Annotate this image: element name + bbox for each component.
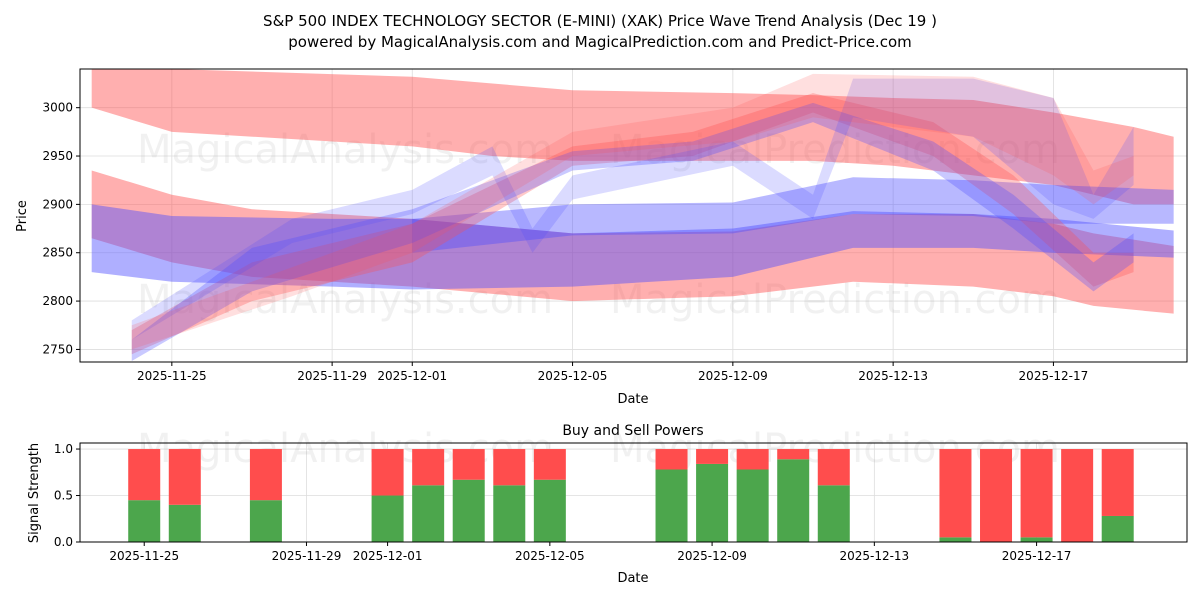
plot-frame [79, 68, 1188, 363]
sell-bar [980, 449, 1013, 542]
red-wave-band [91, 69, 1174, 205]
sell-bar [817, 449, 850, 486]
y-axis-label: Price [15, 200, 30, 232]
sell-bar [452, 449, 485, 480]
buy-bar [249, 500, 282, 542]
sell-bar [1020, 449, 1053, 538]
sell-bar [371, 449, 404, 496]
watermark: MagicalAnalysis.com [137, 127, 553, 173]
chart-title: S&P 500 INDEX TECHNOLOGY SECTOR (E-MINI)… [263, 12, 937, 30]
sell-bar [128, 449, 161, 501]
plot-frame [79, 442, 1188, 543]
x-tick-label: 2025-12-09 [677, 549, 747, 563]
signal-plot: Buy and Sell Powers MagicalAnalysis.com … [27, 423, 1188, 586]
y-tick-label: 3000 [42, 101, 73, 115]
x-tick-label: 2025-12-09 [698, 369, 768, 383]
buy-bar [533, 479, 566, 542]
buy-bar [655, 469, 688, 542]
blue-wave-band [131, 102, 1134, 362]
y-tick-label: 2800 [42, 294, 73, 308]
watermark: MagicalPrediction.com [610, 277, 1060, 323]
sell-bar [777, 449, 810, 460]
sell-bar [696, 449, 729, 464]
x-tick-label: 2025-11-29 [272, 549, 342, 563]
buy-bar [452, 479, 485, 542]
signal-chart-title: Buy and Sell Powers [562, 423, 703, 439]
y-tick-label: 2900 [42, 197, 73, 211]
x-tick-label: 2025-11-29 [297, 369, 367, 383]
x-axis-label: Date [617, 392, 648, 407]
y-tick-label: 0.0 [54, 535, 73, 549]
buy-bar [736, 469, 769, 542]
y-tick-label: 1.0 [54, 442, 73, 456]
sell-bar [493, 449, 526, 486]
x-tick-label: 2025-12-17 [1019, 369, 1089, 383]
y-tick-label: 0.5 [54, 489, 73, 503]
buy-bar [128, 500, 161, 542]
x-tick-label: 2025-12-05 [538, 369, 608, 383]
blue-wave-band [131, 78, 1134, 340]
price-plot: MagicalAnalysis.com MagicalPrediction.co… [15, 68, 1188, 407]
x-tick-label: 2025-12-01 [377, 369, 447, 383]
blue-wave-band [412, 177, 1174, 253]
sell-bar [168, 449, 201, 505]
watermark: MagicalPrediction.com [610, 127, 1060, 173]
x-tick-label: 2025-12-05 [515, 549, 585, 563]
red-wave-band [91, 170, 1174, 314]
chart-subtitle: powered by MagicalAnalysis.com and Magic… [288, 33, 912, 51]
sell-bar [1101, 449, 1134, 516]
red-wave-band [131, 93, 1134, 355]
sell-bar [1061, 449, 1094, 542]
y-tick-label: 2950 [42, 149, 73, 163]
sell-bar [412, 449, 445, 486]
x-tick-label: 2025-12-13 [858, 369, 928, 383]
blue-wave-band [91, 204, 1174, 290]
sell-bar [249, 449, 282, 501]
buy-bar [777, 459, 810, 542]
buy-bar [817, 485, 850, 542]
sell-bar [655, 449, 688, 470]
y-tick-label: 2850 [42, 246, 73, 260]
buy-bar [412, 485, 445, 542]
buy-bar [371, 495, 404, 542]
x-tick-label: 2025-12-17 [1002, 549, 1072, 563]
buy-bar [939, 537, 972, 542]
buy-bar [1101, 515, 1134, 542]
y-tick-label: 2750 [42, 342, 73, 356]
x-tick-label: 2025-11-25 [109, 549, 179, 563]
red-wave-band [131, 73, 1134, 350]
buy-bar [696, 463, 729, 542]
y-axis-label: Signal Strength [27, 443, 42, 543]
x-tick-label: 2025-11-25 [137, 369, 207, 383]
watermark: MagicalAnalysis.com [137, 277, 553, 323]
sell-bar [736, 449, 769, 470]
x-axis-label: Date [617, 571, 648, 586]
buy-bar [1020, 537, 1053, 542]
x-tick-label: 2025-12-13 [839, 549, 909, 563]
sell-bar [533, 449, 566, 480]
sell-bar [939, 449, 972, 538]
buy-bar [493, 485, 526, 542]
x-tick-label: 2025-12-01 [353, 549, 423, 563]
buy-bar [168, 504, 201, 542]
